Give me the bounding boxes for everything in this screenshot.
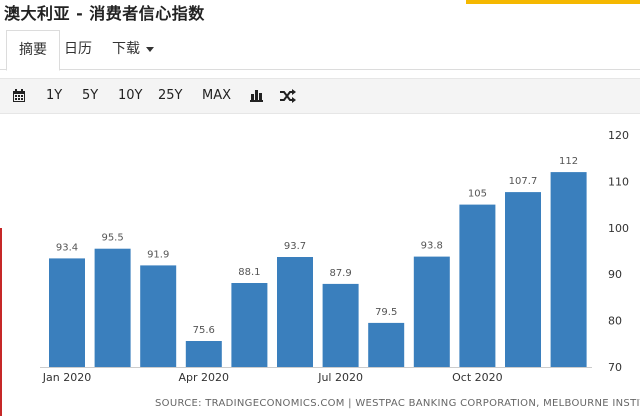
y-tick-label: 100 — [608, 222, 629, 235]
tab-bar: 摘要 日历 下载 — [0, 30, 640, 71]
consumer-confidence-chart: 70 80 90 100 110 120 93.4 95.5 91.9 75.6 88.1 93.7 8… — [40, 129, 629, 384]
y-tick-label: 110 — [608, 175, 629, 188]
left-edge-marker — [0, 228, 2, 416]
y-tick-label: 80 — [608, 315, 622, 328]
bar-value-label: 88.1 — [238, 267, 260, 278]
bar-chart-icon[interactable] — [250, 79, 263, 113]
y-tick-label: 70 — [608, 361, 622, 374]
bar-value-label: 93.8 — [421, 241, 443, 252]
bar-value-label: 112 — [559, 156, 578, 167]
bar[interactable] — [94, 248, 131, 367]
bar-value-label: 105 — [468, 189, 487, 200]
chart-area: 70 80 90 100 110 120 93.4 95.5 91.9 75.6 88.1 93.7 8… — [0, 116, 640, 416]
bar[interactable] — [459, 204, 496, 367]
x-tick-label: Apr 2020 — [179, 371, 230, 384]
bar[interactable] — [49, 258, 85, 367]
bar-value-label: 75.6 — [193, 325, 215, 336]
calendar-icon[interactable] — [12, 79, 26, 113]
bar-value-label: 79.5 — [375, 307, 397, 318]
y-tick-label: 120 — [608, 129, 629, 142]
chevron-down-icon — [146, 46, 154, 52]
range-1y-button[interactable]: 1Y — [46, 88, 63, 103]
bar-value-label: 93.7 — [284, 241, 306, 252]
bar[interactable] — [322, 283, 359, 367]
bar-value-label: 107.7 — [509, 176, 538, 187]
bar-value-label: 93.4 — [56, 242, 78, 253]
range-25y-button[interactable]: 25Y — [158, 88, 183, 103]
bar[interactable] — [140, 265, 177, 367]
accent-strip — [466, 0, 640, 4]
x-tick-label: Jul 2020 — [317, 371, 363, 384]
tab-download[interactable]: 下载 — [112, 30, 154, 70]
shuffle-icon[interactable] — [280, 79, 296, 113]
x-tick-label: Oct 2020 — [452, 371, 503, 384]
bar-value-label: 87.9 — [329, 268, 351, 279]
chart-toolbar: 1Y 5Y 10Y 25Y MAX — [0, 78, 640, 114]
tab-calendar[interactable]: 日历 — [64, 41, 92, 57]
bar[interactable] — [231, 283, 268, 367]
bar[interactable] — [550, 172, 587, 367]
range-10y-button[interactable]: 10Y — [118, 88, 143, 103]
bar[interactable] — [185, 341, 222, 367]
bar-value-label: 91.9 — [147, 249, 169, 260]
page-title: 澳大利亚 - 消费者信心指数 — [4, 4, 205, 23]
bar[interactable] — [505, 192, 541, 367]
x-tick-label: Jan 2020 — [42, 371, 91, 384]
range-max-button[interactable]: MAX — [202, 88, 232, 103]
y-tick-label: 90 — [608, 268, 622, 281]
source-note: SOURCE: TRADINGECONOMICS.COM | WESTPAC B… — [155, 398, 640, 409]
bar[interactable] — [413, 256, 450, 367]
range-5y-button[interactable]: 5Y — [82, 88, 99, 103]
bar[interactable] — [368, 322, 405, 367]
bar-value-label: 95.5 — [101, 233, 123, 244]
tab-summary[interactable]: 摘要 — [6, 30, 60, 71]
bar[interactable] — [277, 257, 313, 367]
tab-download-label: 下载 — [112, 41, 140, 57]
